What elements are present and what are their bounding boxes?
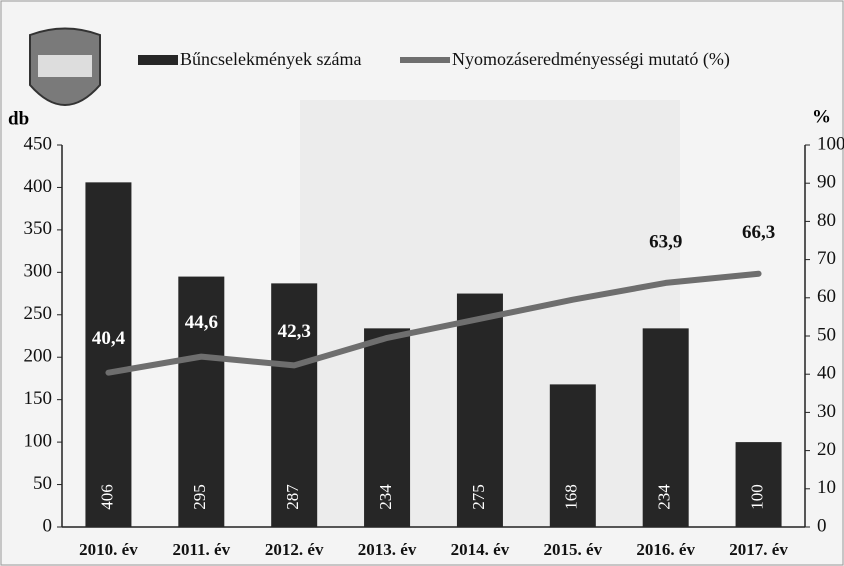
legend-label: Nyomozáseredményességi mutató (%) <box>452 49 730 70</box>
y2-tick-label: 90 <box>817 172 836 193</box>
x-tick-label: 2014. év <box>451 540 510 559</box>
y-tick-label: 100 <box>24 430 53 451</box>
x-tick-label: 2010. év <box>79 540 138 559</box>
police-logo <box>29 27 101 106</box>
bar <box>456 293 503 527</box>
y-tick-label: 250 <box>24 303 53 324</box>
bar <box>271 283 318 527</box>
legend-swatch <box>138 55 178 65</box>
bar <box>364 328 411 527</box>
y2-tick-label: 80 <box>817 210 836 231</box>
y-tick-label: 0 <box>43 515 53 536</box>
bar-value-label: 168 <box>562 484 581 510</box>
y-axis-label: db <box>8 108 29 129</box>
bar-value-label: 295 <box>190 484 209 510</box>
legend-label: Bűncselekmények száma <box>180 49 361 69</box>
y2-tick-label: 100 <box>817 133 844 154</box>
y2-axis-label: % <box>812 106 831 127</box>
y2-tick-label: 50 <box>817 324 836 345</box>
y-tick-label: 200 <box>24 346 53 367</box>
x-tick-label: 2016. év <box>636 540 695 559</box>
y-tick-label: 300 <box>24 261 53 282</box>
bar-value-label: 234 <box>376 484 395 510</box>
bar-value-label: 100 <box>747 484 766 510</box>
line-value-label: 66,3 <box>742 222 775 243</box>
bar-value-label: 275 <box>469 484 488 510</box>
bar <box>735 442 782 527</box>
y-tick-label: 450 <box>24 133 53 154</box>
x-tick-label: 2011. év <box>173 540 231 559</box>
bar-value-label: 234 <box>655 484 674 510</box>
bar-value-label: 287 <box>283 484 302 510</box>
x-tick-label: 2015. év <box>544 540 603 559</box>
y2-tick-label: 60 <box>817 286 836 307</box>
y2-tick-label: 10 <box>817 477 836 498</box>
y-tick-label: 150 <box>24 388 53 409</box>
bar <box>85 182 132 527</box>
y2-tick-label: 70 <box>817 248 836 269</box>
y2-tick-label: 30 <box>817 401 836 422</box>
y-tick-label: 350 <box>24 218 53 239</box>
y-tick-label: 400 <box>24 176 53 197</box>
line-value-label: 44,6 <box>185 312 218 333</box>
bar-value-label: 406 <box>97 484 116 510</box>
y2-tick-label: 20 <box>817 439 836 460</box>
bar <box>549 384 596 527</box>
bar <box>642 328 689 527</box>
x-tick-label: 2012. év <box>265 540 324 559</box>
y-tick-label: 50 <box>33 473 52 494</box>
x-tick-label: 2017. év <box>729 540 788 559</box>
y2-tick-label: 40 <box>817 363 836 384</box>
y2-tick-label: 0 <box>817 515 827 536</box>
x-tick-label: 2013. év <box>358 540 417 559</box>
bar <box>178 276 225 527</box>
line <box>105 270 762 376</box>
line-value-label: 42,3 <box>278 321 311 342</box>
line-value-label: 63,9 <box>649 231 682 252</box>
line-value-label: 40,4 <box>92 328 126 349</box>
